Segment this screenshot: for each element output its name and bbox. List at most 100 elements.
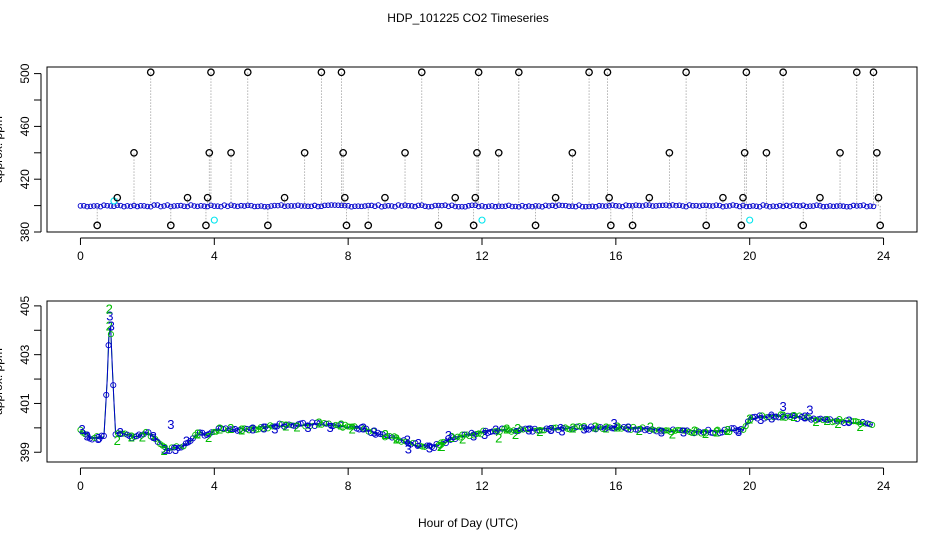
outlier-points bbox=[93, 68, 885, 230]
series-glyph: 3 bbox=[470, 429, 477, 444]
data-point bbox=[295, 202, 301, 208]
outlier-point bbox=[207, 68, 215, 77]
data-point bbox=[248, 202, 254, 209]
data-point bbox=[121, 203, 127, 210]
data-point bbox=[414, 442, 421, 449]
data-point bbox=[114, 430, 121, 437]
series-glyph: 2 bbox=[495, 431, 502, 446]
data-point bbox=[837, 203, 843, 209]
outlier-point bbox=[130, 148, 138, 157]
series-glyph: 3 bbox=[117, 425, 124, 440]
outlier-point bbox=[381, 193, 389, 202]
series-glyph: 3 bbox=[304, 420, 311, 435]
data-point bbox=[97, 203, 104, 210]
series-glyph: 2 bbox=[503, 422, 510, 437]
data-point bbox=[696, 203, 703, 209]
data-point bbox=[402, 202, 408, 208]
data-point bbox=[586, 203, 592, 210]
series-glyph: 2 bbox=[315, 415, 322, 430]
series-glyphs: 3 323 2 2 33 33 2 22 2 2 3 3 3 2 2 3 2 3 2 2 3 3 2 2 3 3 3 22 2 3 3 3 2 2… bbox=[79, 301, 864, 457]
data-point bbox=[840, 203, 847, 209]
series-glyph: 3 bbox=[757, 412, 764, 427]
data-point bbox=[740, 202, 746, 209]
data-point bbox=[489, 428, 496, 435]
data-point bbox=[789, 412, 796, 419]
data-point bbox=[438, 439, 445, 446]
data-point bbox=[210, 428, 218, 435]
data-point bbox=[566, 203, 572, 210]
data-point bbox=[499, 203, 505, 210]
data-point bbox=[639, 203, 646, 209]
data-point bbox=[234, 203, 241, 210]
plot-frame bbox=[46, 300, 918, 463]
series-glyph: 2 bbox=[216, 421, 223, 436]
series-glyph: 3 bbox=[371, 425, 378, 440]
data-point bbox=[134, 203, 141, 210]
data-point bbox=[593, 203, 599, 210]
series-glyph: 2 bbox=[293, 420, 300, 435]
outlier-point bbox=[665, 148, 674, 157]
plot-frame bbox=[46, 66, 918, 233]
data-point bbox=[800, 202, 806, 209]
data-point bbox=[224, 203, 231, 210]
series-glyph: 2 bbox=[603, 421, 610, 436]
data-point bbox=[550, 424, 557, 431]
data-point bbox=[142, 428, 150, 436]
outlier-point bbox=[737, 221, 746, 230]
outlier-point bbox=[702, 221, 711, 230]
data-point bbox=[596, 202, 602, 209]
data-point bbox=[398, 203, 405, 209]
outlier-point bbox=[342, 221, 351, 230]
series-glyph: 3 bbox=[360, 420, 367, 435]
data-point bbox=[241, 203, 248, 209]
data-point bbox=[362, 203, 368, 209]
data-point bbox=[512, 203, 519, 210]
data-point bbox=[87, 203, 94, 210]
data-point bbox=[519, 202, 525, 209]
series-glyph: 2 bbox=[238, 422, 245, 437]
data-point bbox=[388, 203, 395, 209]
x-tick-label: 4 bbox=[211, 479, 218, 493]
outlier-point bbox=[836, 148, 844, 157]
data-point bbox=[742, 423, 749, 430]
data-point bbox=[847, 203, 853, 210]
data-point bbox=[432, 202, 438, 209]
data-point bbox=[245, 202, 251, 209]
data-point bbox=[716, 202, 723, 209]
data-point bbox=[679, 427, 686, 434]
data-point bbox=[308, 203, 315, 210]
data-point bbox=[495, 203, 502, 209]
data-point bbox=[271, 202, 278, 209]
data-point bbox=[546, 203, 552, 209]
data-point bbox=[181, 203, 187, 210]
series-glyph: 3 bbox=[172, 442, 179, 457]
series-glyph: 3 bbox=[768, 411, 775, 426]
y-tick-label: 500 bbox=[18, 63, 32, 83]
data-point bbox=[780, 203, 786, 210]
data-point bbox=[690, 203, 696, 209]
data-point bbox=[415, 202, 422, 209]
data-point bbox=[857, 203, 863, 209]
data-point bbox=[405, 202, 412, 209]
outlier-point bbox=[227, 148, 235, 157]
y-tick-label: 401 bbox=[18, 393, 32, 413]
outlier-point bbox=[166, 221, 175, 230]
series-glyph: 2 bbox=[114, 433, 121, 448]
data-point bbox=[117, 202, 124, 209]
data-point bbox=[358, 203, 365, 210]
data-point bbox=[105, 342, 112, 349]
series-glyph: 2 bbox=[282, 419, 289, 434]
data-point bbox=[110, 382, 117, 389]
outlier-point bbox=[93, 221, 102, 230]
data-point bbox=[204, 203, 211, 210]
data-point bbox=[669, 202, 676, 208]
data-point bbox=[221, 202, 228, 208]
outlier-point bbox=[202, 221, 210, 230]
series-glyph: 3 bbox=[106, 309, 113, 324]
data-point bbox=[606, 203, 612, 209]
x-tick-label: 20 bbox=[743, 249, 757, 263]
data-point bbox=[408, 203, 415, 209]
outlier-point bbox=[300, 148, 309, 157]
y-axis-label: approx. ppm bbox=[0, 116, 5, 183]
data-point bbox=[576, 202, 582, 208]
